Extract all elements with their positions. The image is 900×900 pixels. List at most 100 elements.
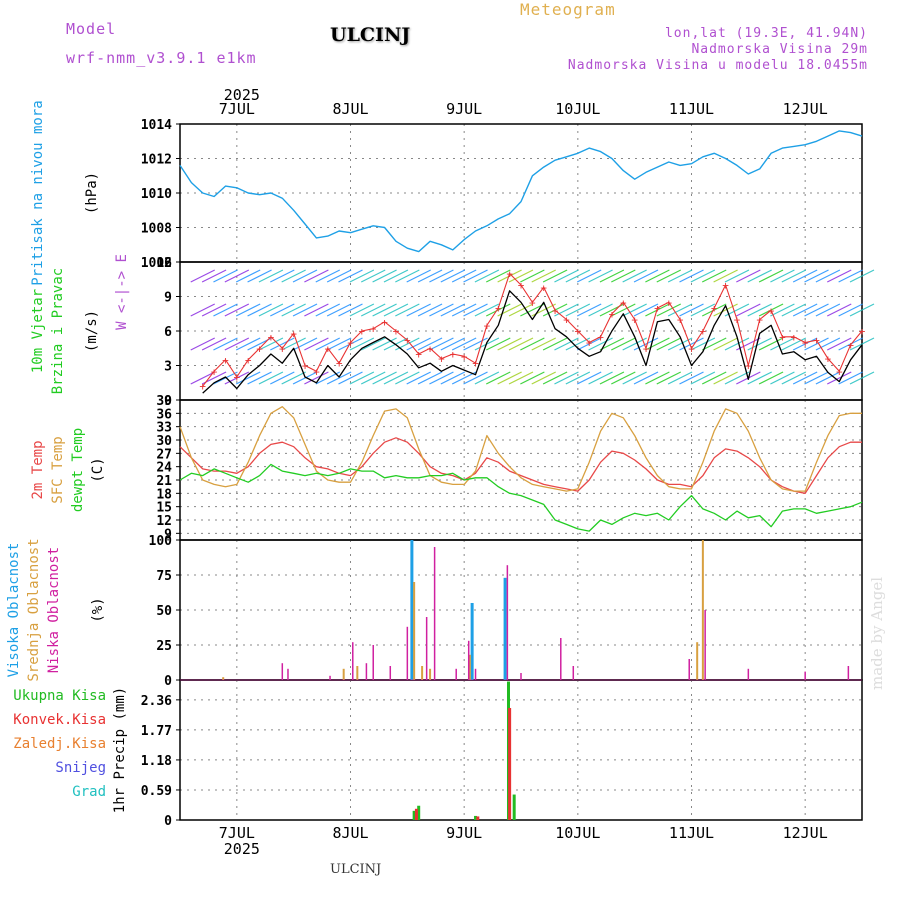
high-cloud-bar [470, 603, 474, 680]
wind-barb [508, 337, 534, 351]
y-tick-label: 100 [149, 534, 173, 549]
wind-barb [360, 337, 386, 351]
wind-barb [372, 269, 397, 283]
wind-barb [713, 337, 738, 351]
wind-gust-marker: + [631, 314, 638, 327]
wind-gust-marker: + [245, 354, 252, 367]
wind-gust-marker: + [359, 325, 366, 338]
wind-barb [258, 269, 284, 283]
conv-precip-bar [508, 708, 512, 820]
wind-barb [815, 303, 841, 317]
wind-barb [383, 371, 409, 385]
conv-precip-bar [476, 816, 480, 820]
wind-barb [792, 303, 818, 317]
wind-gust-marker: + [472, 357, 479, 370]
x-tick-label-top: 10JUL [555, 100, 600, 118]
wind-barb [349, 269, 375, 283]
wind-gust-marker: + [540, 281, 547, 294]
wind-barb [395, 371, 420, 385]
precip-legend-item: Zaledj.Kisa [13, 736, 106, 752]
wind-barb [292, 337, 318, 351]
total-precip-bar [512, 794, 516, 820]
mid-cloud-bar [696, 642, 699, 680]
low-cloud-bar [560, 638, 562, 680]
y-tick-label: 27 [156, 447, 172, 462]
y-tick-label: 50 [156, 604, 172, 619]
y-tick-label: 25 [156, 639, 172, 654]
wind-barb [770, 303, 795, 317]
wind-barb [440, 269, 466, 283]
wind-barb [622, 269, 647, 283]
x-tick-label-bottom: 12JUL [783, 824, 828, 842]
wind-barb [281, 303, 306, 317]
wind-barb [292, 303, 318, 317]
precip-panel-frame [179, 679, 863, 821]
x-tick-label-top: 8JUL [332, 100, 368, 118]
wind-barb [338, 337, 363, 351]
wind-barb [736, 303, 761, 317]
wind-gust-marker: + [324, 342, 331, 355]
low-cloud-bar [804, 671, 806, 680]
wind-barb [724, 269, 750, 283]
wind-barb [338, 303, 363, 317]
wind-gust-marker: + [813, 334, 820, 347]
wind-barb [849, 337, 875, 351]
wind-barb [656, 371, 682, 385]
wind-barb [235, 337, 261, 351]
wind-barb [815, 269, 841, 283]
y-tick-label: 1010 [141, 187, 172, 202]
mid-cloud-bar [421, 666, 424, 680]
model-label: Model [66, 20, 117, 38]
high-cloud-bar [410, 540, 414, 680]
wind-gust-line [202, 272, 863, 387]
y-tick-label: 1006 [141, 256, 172, 271]
year-label-bottom: 2025 [224, 840, 260, 858]
wind-barb [213, 337, 238, 351]
wind-barb [804, 269, 829, 283]
wind-barb [304, 269, 329, 283]
wind-gust-marker: + [313, 365, 320, 378]
wind-barb [838, 269, 863, 283]
wind-barb [599, 371, 625, 385]
wind-gust-marker: + [643, 342, 650, 355]
pressure-axis-title: Pritisak na nivou mora [30, 100, 46, 285]
wind-barb [417, 303, 443, 317]
y-tick-label: 1.77 [141, 724, 172, 739]
wind-barb [804, 371, 829, 385]
wind-barb [701, 371, 727, 385]
wind-gust-marker: + [734, 314, 741, 327]
model-elevation-label: Nadmorska Visina u modelu 18.0455m [567, 58, 868, 73]
wind-gust-marker: + [620, 296, 627, 309]
wind-barb [565, 269, 591, 283]
low-cloud-bar [506, 565, 509, 680]
wind-gust-marker: + [199, 380, 206, 393]
wind-barb [383, 269, 409, 283]
low-cloud-bar [520, 673, 522, 680]
wind-barb [690, 303, 716, 317]
wind-barb [349, 337, 375, 351]
wind-barb [406, 303, 431, 317]
wind-barb [542, 269, 568, 283]
wind-barb [611, 303, 636, 317]
x-tick-label-bottom: 11JUL [669, 824, 714, 842]
wind-barb [270, 303, 295, 317]
wind-gust-marker: + [427, 342, 434, 355]
y-tick-label: 3 [164, 360, 172, 375]
wind-barb [520, 303, 545, 317]
low-cloud-bar [688, 659, 690, 680]
wind-gust-marker: + [438, 353, 445, 366]
wind-barb [508, 269, 534, 283]
wind-barb [326, 371, 352, 385]
pressure-panel-frame [179, 123, 863, 263]
wind-barb [417, 269, 443, 283]
precip-legend-item: Grad [72, 784, 106, 800]
wind-barb [360, 371, 386, 385]
y-tick-label: 1014 [141, 118, 172, 133]
wind-gust-marker: + [677, 314, 684, 327]
total-precip-bar [412, 810, 416, 820]
wind-barb [190, 303, 216, 317]
wind-axis-unit: (m/s) [84, 310, 100, 352]
wind-barb [429, 303, 454, 317]
wind-barb [429, 337, 454, 351]
wind-barb [838, 371, 863, 385]
